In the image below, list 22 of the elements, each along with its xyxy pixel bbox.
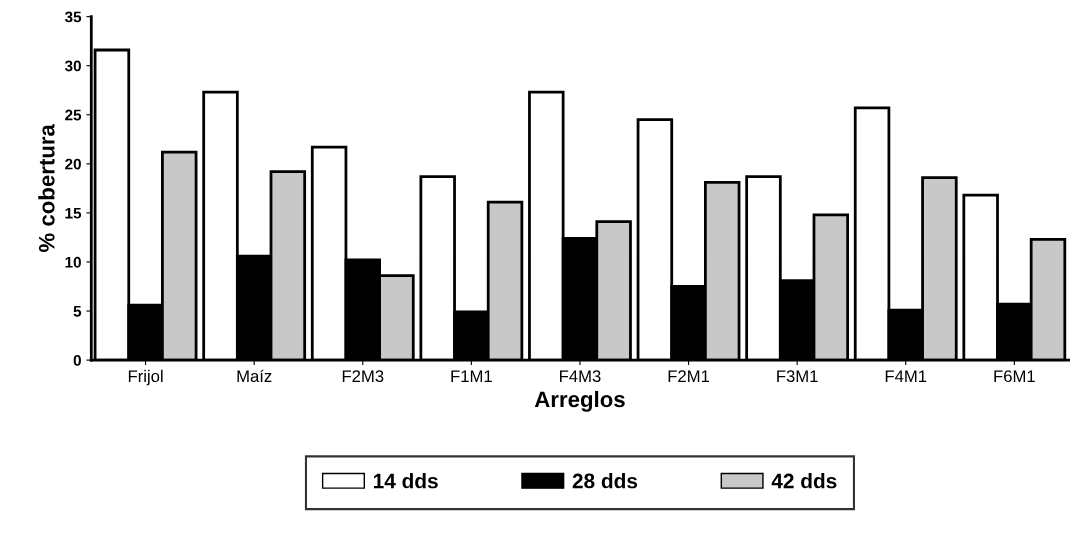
legend-label: 14 dds bbox=[373, 473, 438, 489]
legend-label: 42 dds bbox=[771, 473, 837, 489]
x-tick-label: F3M1 bbox=[777, 370, 818, 383]
legend-label: 28 dds bbox=[572, 473, 638, 489]
x-tick-label: Maíz bbox=[237, 369, 272, 383]
y-tick-label: 20 bbox=[65, 158, 81, 170]
y-tick-label: 0 bbox=[73, 354, 81, 366]
y-tick-label: 10 bbox=[65, 256, 81, 268]
x-tick-label: F2M3 bbox=[342, 370, 384, 383]
x-tick-label: Frijol bbox=[128, 369, 163, 386]
x-tick-label: F2M1 bbox=[668, 370, 710, 382]
y-tick-label: 5 bbox=[73, 306, 82, 317]
y-tick-label: 30 bbox=[64, 60, 81, 72]
y-axis-title: % cobertura bbox=[38, 124, 55, 253]
x-tick-label: F4M1 bbox=[885, 370, 927, 382]
x-tick-label: F6M1 bbox=[994, 370, 1035, 383]
x-axis-title: Arreglos bbox=[534, 390, 625, 412]
x-tick-label: F1M1 bbox=[451, 370, 492, 382]
y-tick-label: 15 bbox=[65, 207, 82, 219]
y-tick-label: 35 bbox=[64, 11, 82, 23]
y-tick-label: 25 bbox=[65, 109, 82, 121]
x-tick-label: F4M3 bbox=[560, 370, 601, 383]
